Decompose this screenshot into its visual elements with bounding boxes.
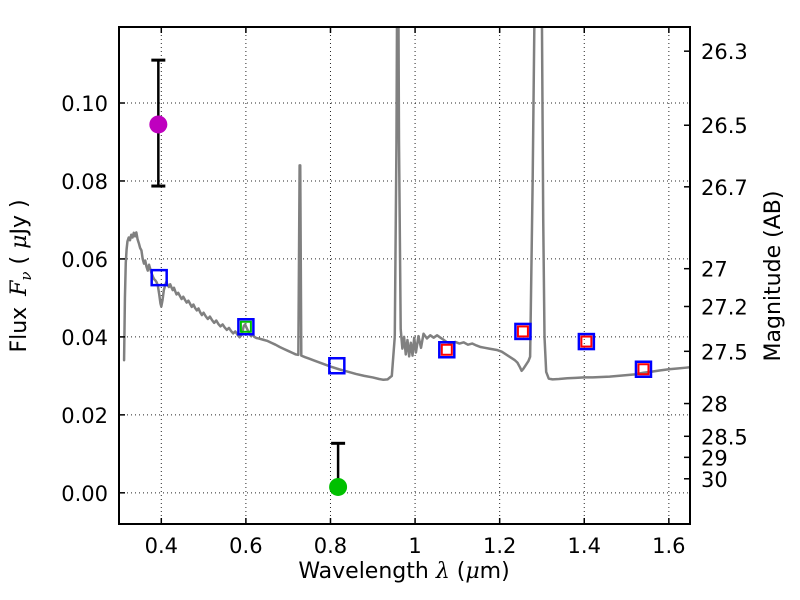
y-axis-label: Flux Fν ( μJy )	[7, 199, 35, 352]
axis-ticks	[119, 27, 690, 524]
observed-photometry-squares-marker-5	[577, 332, 596, 351]
x-axis-tick-labels: 0.4 0.6 0.8 1 1.2 1.4 1.6	[145, 534, 686, 558]
right-tick-label-6: 28	[701, 393, 728, 417]
x-tick-label-5: 1.4	[568, 534, 601, 558]
right-tick-label-8: 29	[701, 446, 728, 470]
y-tick-label-5: 0.10	[61, 92, 108, 116]
model-photometry-squares-marker-3	[637, 363, 650, 376]
model-photometry-squares-marker-0	[440, 343, 453, 356]
y-tick-label-0: 0.00	[61, 482, 108, 506]
observed-photometry-squares-marker-4	[514, 322, 532, 341]
x-axis-label: Wavelength λ (μm)	[298, 559, 509, 584]
model-photometry-squares-marker-1	[516, 325, 529, 338]
right-tick-label-4: 27.2	[701, 295, 748, 319]
x-tick-label-3: 1	[408, 534, 421, 558]
axes-frame	[118, 26, 691, 525]
y-axis-tick-labels: 0.00 0.02 0.04 0.06 0.08 0.10	[61, 92, 108, 506]
data-series-layer	[122, 27, 690, 496]
x-tick-label-2: 0.8	[314, 534, 347, 558]
y-tick-label-2: 0.04	[61, 326, 108, 350]
x-tick-label-6: 1.6	[652, 534, 685, 558]
data-point-marker	[149, 115, 168, 134]
green-detection-point-0	[329, 441, 348, 496]
right-tick-label-1: 26.5	[701, 114, 748, 138]
right-tick-label-3: 27	[701, 258, 728, 282]
plot-area-background	[119, 27, 690, 524]
right-tick-label-5: 27.5	[701, 340, 748, 364]
x-tick-label-4: 1.2	[483, 534, 516, 558]
gridlines	[119, 27, 690, 524]
right-axis-label: Magnitude (AB)	[761, 191, 786, 362]
spectrum-line	[122, 27, 690, 382]
model-photometry-squares-marker-2	[580, 335, 593, 348]
right-tick-label-2: 26.7	[701, 176, 748, 200]
x-tick-label-0: 0.4	[145, 534, 178, 558]
svg-text:Wavelength λ (μm): Wavelength λ (μm)	[298, 559, 509, 584]
x-tick-label-1: 0.6	[229, 534, 262, 558]
y-tick-label-1: 0.02	[61, 404, 108, 428]
magenta-detection-point-0	[149, 58, 168, 188]
observed-photometry-squares-marker-6	[634, 360, 653, 378]
green-model-square-marker-0	[239, 320, 252, 333]
observed-photometry-squares-marker-3	[438, 341, 456, 359]
y-tick-label-4: 0.08	[61, 170, 108, 194]
data-point-marker	[329, 477, 348, 496]
observed-photometry-squares-marker-1	[237, 318, 255, 336]
right-tick-label-7: 28.5	[701, 425, 748, 449]
observed-photometry-squares-marker-2	[328, 356, 346, 375]
right-tick-label-9: 30	[701, 468, 728, 492]
right-tick-label-0: 26.3	[701, 40, 748, 64]
right-axis-label-text: Magnitude (AB)	[761, 191, 786, 362]
y-tick-label-3: 0.06	[61, 248, 108, 272]
observed-photometry-squares-marker-0	[150, 268, 168, 287]
svg-text:Flux Fν ( μJy ): Flux Fν ( μJy )	[7, 199, 35, 352]
